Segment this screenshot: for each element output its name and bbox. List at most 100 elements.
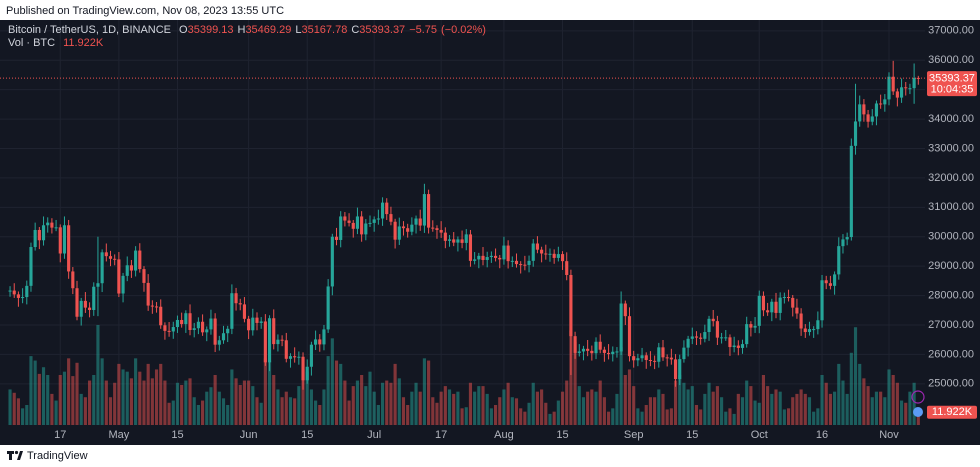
volume-bar bbox=[255, 397, 259, 425]
candle-body bbox=[196, 321, 200, 329]
change-percent: (−0.02%) bbox=[441, 24, 486, 36]
volume-bar bbox=[766, 386, 770, 425]
candle-body bbox=[234, 293, 238, 304]
volume-bar bbox=[305, 371, 309, 425]
candle-body bbox=[180, 319, 184, 325]
event-icon bbox=[913, 407, 923, 417]
candle-body bbox=[276, 339, 280, 345]
volume-bar bbox=[866, 386, 870, 425]
ohlc-value: 35393.37 bbox=[359, 24, 406, 36]
volume-bar bbox=[355, 380, 360, 425]
candle-body bbox=[573, 336, 577, 353]
volume-bar bbox=[552, 411, 556, 425]
volume-bar bbox=[280, 397, 284, 425]
volume-bar bbox=[636, 408, 640, 425]
y-tick-label: 34000.00 bbox=[928, 113, 974, 125]
y-tick-label: 36000.00 bbox=[928, 54, 974, 66]
candle-body bbox=[891, 76, 895, 92]
candle-body bbox=[786, 297, 791, 299]
volume-bar bbox=[535, 391, 539, 425]
volume-bar bbox=[615, 393, 619, 425]
candle-body bbox=[636, 358, 640, 361]
volume-bar bbox=[653, 397, 657, 425]
candle-body bbox=[749, 324, 753, 328]
candle-body bbox=[21, 297, 25, 299]
volume-bar bbox=[389, 382, 393, 425]
volume-bar bbox=[527, 402, 531, 425]
candle-body bbox=[213, 318, 217, 345]
x-tick-label: 15 bbox=[556, 429, 568, 441]
volume-bar bbox=[406, 405, 410, 425]
x-tick-label: May bbox=[108, 429, 129, 441]
volume-bar bbox=[58, 375, 62, 425]
candle-body bbox=[226, 328, 230, 334]
candle-body bbox=[58, 227, 62, 254]
volume-bar bbox=[778, 391, 782, 425]
volume-bar bbox=[661, 393, 665, 425]
candle-body bbox=[632, 356, 636, 361]
volume-bar bbox=[37, 373, 41, 425]
volume-bar bbox=[669, 408, 673, 425]
candle-body bbox=[360, 216, 364, 235]
candle-body bbox=[489, 255, 493, 258]
candle-body bbox=[380, 202, 385, 219]
candle-body bbox=[473, 259, 477, 261]
volume-bar bbox=[238, 385, 242, 425]
volume-bar bbox=[732, 413, 736, 425]
candle-body bbox=[565, 261, 569, 275]
candle-body bbox=[314, 339, 318, 345]
volume-bar bbox=[640, 411, 644, 425]
candle-body bbox=[305, 366, 309, 381]
candle-body bbox=[25, 285, 29, 298]
volume-bar bbox=[175, 382, 180, 425]
candle-body bbox=[694, 336, 699, 338]
x-tick-label: 16 bbox=[816, 429, 828, 441]
candle-body bbox=[83, 300, 87, 308]
volume-bar bbox=[393, 363, 397, 425]
candle-body bbox=[334, 236, 339, 240]
x-tick-label: Oct bbox=[751, 429, 768, 441]
volume-bar bbox=[619, 347, 623, 425]
volume-bar bbox=[870, 397, 874, 425]
volume-bar bbox=[816, 408, 820, 425]
volume-bar bbox=[774, 389, 778, 425]
volume-bar bbox=[301, 369, 305, 425]
candle-body bbox=[657, 347, 661, 362]
candle-body bbox=[280, 339, 284, 341]
candle-body bbox=[297, 356, 301, 358]
candle-body bbox=[121, 275, 125, 294]
price-badge bbox=[927, 71, 977, 97]
candle-body bbox=[556, 254, 560, 258]
candle-body bbox=[134, 250, 138, 271]
volume-bar bbox=[159, 363, 163, 425]
volume-bar bbox=[544, 402, 548, 425]
volume-bar bbox=[753, 400, 757, 425]
volume-bar bbox=[481, 386, 485, 425]
event-icon bbox=[911, 390, 925, 404]
candle-body bbox=[481, 255, 485, 260]
volume-bar bbox=[506, 382, 510, 425]
candle-body bbox=[552, 253, 556, 258]
candle-body bbox=[627, 316, 632, 357]
volume-bar bbox=[385, 380, 389, 425]
volume-bar bbox=[221, 398, 226, 425]
candle-body bbox=[766, 310, 770, 313]
volume-bar bbox=[125, 371, 129, 425]
volume-bar bbox=[849, 352, 853, 425]
volume-bar bbox=[104, 380, 108, 425]
candle-body bbox=[745, 324, 749, 345]
candle-body bbox=[560, 254, 565, 262]
volume-bar bbox=[435, 402, 439, 425]
volume-bar bbox=[908, 391, 912, 425]
candle-body bbox=[548, 253, 552, 255]
volume-bar bbox=[632, 386, 636, 425]
candle-body bbox=[581, 348, 586, 352]
candle-body bbox=[259, 321, 263, 323]
volume-bar bbox=[477, 386, 481, 425]
y-tick-label: 29000.00 bbox=[928, 260, 974, 272]
candle-body bbox=[12, 290, 16, 295]
candle-body bbox=[301, 356, 305, 381]
candle-body bbox=[753, 325, 757, 328]
volume-bar bbox=[682, 382, 686, 425]
